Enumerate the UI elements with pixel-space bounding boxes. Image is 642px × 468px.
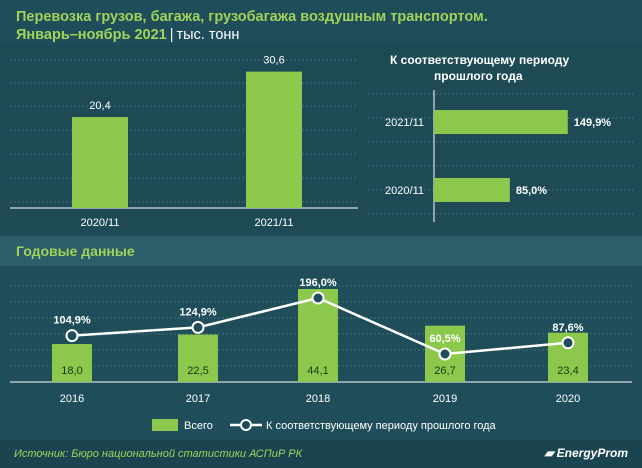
annual-bar-value: 22,5 [187, 365, 208, 377]
monthly-category-label: 2021/11 [255, 217, 294, 229]
title-separator: | [169, 27, 174, 43]
legend-relative-label: К соответствующему периоду прошлого года [266, 420, 497, 432]
annual-year-label: 2019 [433, 393, 457, 405]
annual-bar-value: 23,4 [557, 365, 578, 377]
monthly-bar [246, 71, 302, 209]
annual-relative-point [65, 329, 79, 343]
title-line-1: Перевозка грузов, багажа, грузобагажа во… [16, 9, 488, 25]
annual-bar-value: 18,0 [61, 365, 82, 377]
annual-bar-value: 26,7 [434, 365, 455, 377]
annual-relative-point [311, 291, 325, 305]
relative-category-label: 2020/11 [385, 185, 424, 197]
relative-category-label: 2021/11 [385, 117, 424, 129]
annual-year-label: 2017 [186, 393, 210, 405]
relative-bar [434, 178, 510, 202]
relative-bar-value: 85,0% [516, 185, 547, 197]
legend-line-marker [240, 419, 252, 431]
annual-year-label: 2020 [556, 393, 580, 405]
annual-relative-value: 104,9% [53, 315, 91, 327]
relative-bar [434, 110, 568, 134]
rel-chart-title-line1: К соответствующему периоду [390, 53, 570, 67]
annual-section-title: Годовые данные [16, 243, 135, 259]
logo-text: EnergyProm [556, 446, 628, 460]
legend-total-swatch [152, 419, 178, 431]
legend-total-label: Всего [184, 420, 213, 432]
monthly-bar [72, 117, 128, 208]
title-unit: тыс. тонн [176, 27, 240, 43]
source-note: Источник: Бюро национальной статистики А… [14, 448, 303, 460]
annual-relative-value: 60,5% [429, 333, 460, 345]
monthly-category-label: 2020/11 [81, 217, 120, 229]
annual-relative-point [191, 320, 205, 334]
monthly-bar-value: 20,4 [89, 100, 110, 112]
page-title: Перевозка грузов, багажа, грузобагажа во… [16, 8, 488, 44]
energyprom-logo: ▰ EnergyProm [544, 446, 628, 460]
annual-relative-value: 196,0% [299, 277, 337, 289]
annual-year-label: 2016 [60, 393, 84, 405]
title-line-2: Январь–ноябрь 2021 | тыс. тонн [16, 26, 488, 44]
annual-relative-value: 87,6% [552, 322, 583, 334]
annual-bar [52, 344, 92, 382]
annual-year-label: 2018 [306, 393, 330, 405]
title-period: Январь–ноябрь 2021 [16, 27, 167, 43]
rel-chart-title-line2: прошлого года [434, 69, 523, 83]
relative-bar-value: 149,9% [574, 117, 612, 129]
annual-relative-point [561, 336, 575, 350]
annual-bar-value: 44,1 [307, 365, 328, 377]
annual-relative-value: 124,9% [179, 306, 217, 318]
footer-band [0, 440, 642, 468]
annual-relative-point [438, 347, 452, 361]
monthly-bar-value: 30,6 [263, 55, 284, 67]
annual-bar [178, 334, 218, 382]
annual-section-band [0, 236, 642, 266]
logo-icon: ▰ [544, 446, 554, 460]
